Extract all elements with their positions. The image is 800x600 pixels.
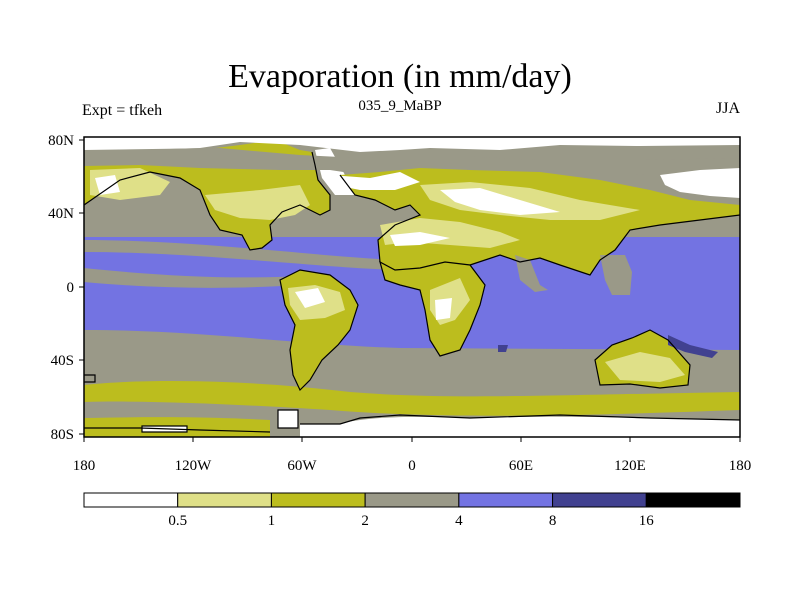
colorbar: 0.5 1 2 4 8 16 xyxy=(83,492,741,529)
lon-label-120e: 120E xyxy=(614,458,646,474)
asia-white xyxy=(440,188,560,215)
colorbar-swatch xyxy=(458,492,554,508)
colorbar-swatch xyxy=(270,492,366,508)
lat-label-80s: 80S xyxy=(51,427,74,443)
indian-ocean-dark xyxy=(498,345,508,352)
experiment-subtitle: 035_9_MaBP xyxy=(358,98,442,114)
season-label: JJA xyxy=(715,100,740,117)
colorbar-swatch xyxy=(552,492,647,508)
antarctica xyxy=(84,416,740,437)
lon-label-180w: 180 xyxy=(73,458,96,474)
colorbar-label: 0.5 xyxy=(168,513,187,529)
antarctic-peninsula xyxy=(278,410,298,428)
lon-label-60e: 60E xyxy=(509,458,533,474)
colorbar-label: 16 xyxy=(639,513,655,529)
arctic-white xyxy=(84,137,740,152)
sa-white xyxy=(295,288,325,308)
map-title: Evaporation (in mm/day) xyxy=(228,58,572,95)
lon-label-180e: 180 xyxy=(729,458,752,474)
colorbar-label: 4 xyxy=(455,513,463,529)
lon-label-120w: 120W xyxy=(175,458,213,474)
colorbar-swatch xyxy=(364,492,460,508)
siberia-white xyxy=(660,168,740,198)
india xyxy=(515,255,548,292)
colorbar-label: 8 xyxy=(549,513,557,529)
south-subtropic-grey xyxy=(84,330,740,360)
alaska-white xyxy=(95,175,120,195)
lat-label-0: 0 xyxy=(67,280,75,296)
colorbar-swatch xyxy=(83,492,179,508)
lat-label-80n: 80N xyxy=(48,133,74,149)
colorbar-swatch xyxy=(645,492,741,508)
sahara-white xyxy=(390,232,450,246)
coral-sea-dark xyxy=(668,335,718,358)
evaporation-field xyxy=(84,137,740,437)
scandinavia-white xyxy=(330,172,420,190)
experiment-label: Expt = tfkeh xyxy=(82,102,163,119)
southern-olive-band xyxy=(84,380,740,416)
colorbar-label: 2 xyxy=(361,513,369,529)
north-subtropic-grey xyxy=(84,240,400,270)
lon-label-60w: 60W xyxy=(287,458,317,474)
arctic-grey xyxy=(84,148,740,178)
lat-label-40s: 40S xyxy=(51,353,74,369)
continent-outlines xyxy=(84,151,740,433)
latitude-ticks xyxy=(79,139,84,435)
lat-label-40n: 40N xyxy=(48,206,74,222)
equatorial-grey xyxy=(84,268,300,288)
east-asia xyxy=(600,255,632,295)
australia-yellow xyxy=(605,352,685,382)
longitude-ticks xyxy=(83,437,741,442)
africa-white xyxy=(435,298,452,320)
lon-label-0: 0 xyxy=(408,458,416,474)
colorbar-swatch xyxy=(177,492,272,508)
colorbar-label: 1 xyxy=(268,513,276,529)
